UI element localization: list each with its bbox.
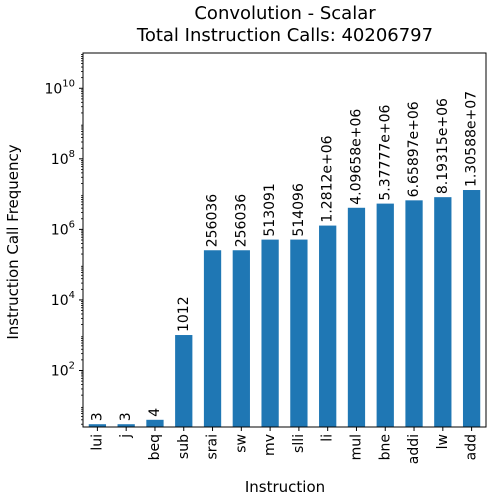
bar bbox=[232, 250, 250, 427]
x-tick-label: addi bbox=[406, 434, 422, 464]
x-tick-label: bne bbox=[377, 434, 393, 460]
bar bbox=[434, 197, 452, 427]
x-tick-label: li bbox=[320, 434, 336, 442]
data-label: 4.09658e+06 bbox=[348, 109, 364, 205]
y-tick-label: 102 bbox=[51, 360, 75, 379]
bar bbox=[405, 200, 423, 427]
data-label: 1012 bbox=[176, 296, 192, 332]
plot-area: lui 3 j 3 beq 4 sub 1012 srai 256036 sw 256036 mv 513… bbox=[44, 52, 487, 464]
bar bbox=[146, 419, 164, 427]
x-axis-label: Instruction bbox=[245, 478, 325, 496]
bar bbox=[175, 335, 193, 427]
y-tick-label: 106 bbox=[51, 219, 75, 238]
chart-title: Convolution - Scalar bbox=[194, 3, 376, 24]
x-tick-label: j bbox=[118, 434, 134, 439]
bar bbox=[290, 239, 308, 427]
bar bbox=[376, 203, 394, 427]
data-label: 3 bbox=[89, 412, 105, 421]
x-tick-label: sub bbox=[176, 434, 192, 459]
x-tick-label: lui bbox=[89, 434, 105, 451]
y-tick-label: 1010 bbox=[44, 78, 75, 97]
x-tick-label: lw bbox=[435, 434, 451, 449]
data-label: 3 bbox=[118, 412, 134, 421]
bar bbox=[203, 250, 222, 427]
x-tick-label: slli bbox=[291, 434, 307, 453]
chart-subtitle: Total Instruction Calls: 40206797 bbox=[136, 25, 433, 46]
y-axis-label: Instruction Call Frequency bbox=[4, 144, 22, 339]
bar bbox=[462, 190, 481, 427]
data-label: 6.65897e+06 bbox=[406, 101, 422, 197]
data-label: 8.19315e+06 bbox=[435, 98, 451, 194]
x-tick-label: sw bbox=[233, 434, 249, 453]
bar bbox=[319, 225, 337, 427]
data-label: 1.30588e+07 bbox=[464, 91, 480, 187]
data-label: 5.37777e+06 bbox=[377, 104, 393, 200]
data-label: 513091 bbox=[262, 183, 278, 236]
data-label: 256036 bbox=[205, 194, 221, 248]
x-tick-label: mul bbox=[348, 434, 364, 460]
bar bbox=[261, 239, 279, 427]
y-tick-label: 104 bbox=[51, 290, 75, 309]
bar bbox=[117, 424, 135, 427]
data-label: 1.2812e+06 bbox=[320, 135, 336, 222]
data-label: 514096 bbox=[291, 183, 307, 237]
x-tick-label: beq bbox=[147, 434, 163, 460]
x-tick-label: mv bbox=[262, 434, 278, 456]
bar bbox=[347, 207, 366, 427]
bar bbox=[88, 424, 107, 427]
data-label: 4 bbox=[147, 408, 163, 417]
x-tick-label: add bbox=[464, 434, 480, 460]
plot-frame bbox=[82, 52, 487, 428]
data-label: 256036 bbox=[233, 194, 249, 248]
y-tick-label: 108 bbox=[51, 149, 75, 168]
x-tick-label: srai bbox=[205, 434, 221, 460]
